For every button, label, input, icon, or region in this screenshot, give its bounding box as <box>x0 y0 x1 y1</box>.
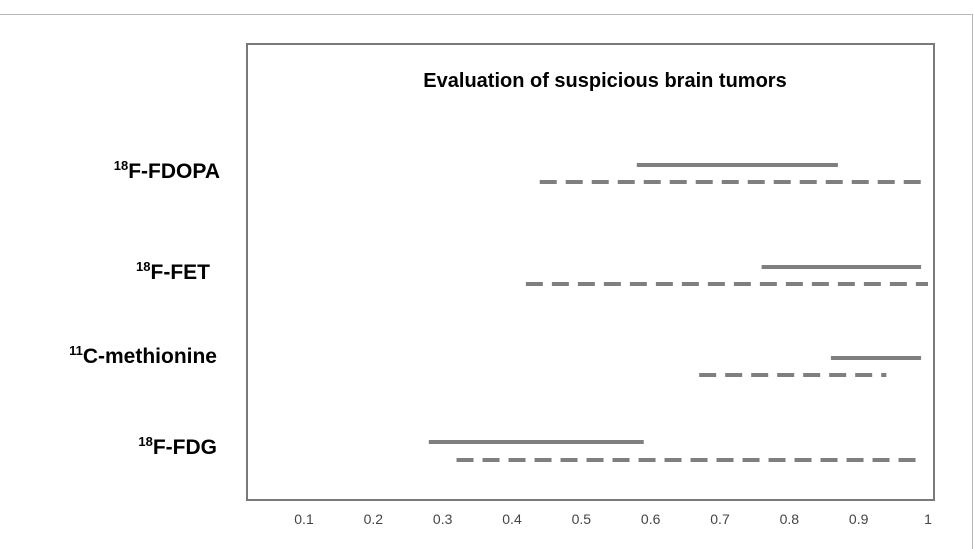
x-tick-label: 0.1 <box>294 511 314 527</box>
category-label-fdopa: 18F-FDOPA <box>114 158 220 183</box>
category-sup: 18 <box>138 434 152 449</box>
category-name: F-FDOPA <box>128 160 220 183</box>
x-tick-label: 0.6 <box>641 511 661 527</box>
x-tick-label: 0.3 <box>433 511 453 527</box>
category-name: F-FDG <box>153 436 217 459</box>
x-axis-ticks: 0.1 0.2 0.3 0.4 0.5 0.6 0.7 0.8 0.9 1 <box>294 511 932 527</box>
category-sup: 11 <box>69 343 83 358</box>
category-name: C-methionine <box>83 345 217 368</box>
x-tick-label: 0.9 <box>849 511 869 527</box>
chart-title: Evaluation of suspicious brain tumors <box>423 70 786 92</box>
range-lines <box>428 163 928 462</box>
x-tick-label: 1 <box>924 511 932 527</box>
category-label-fet: 18F-FET <box>136 259 210 284</box>
category-labels: 18F-FDOPA 18F-FET 11C-methionine 18F-FDG <box>69 158 220 459</box>
x-tick-label: 0.8 <box>780 511 800 527</box>
x-tick-label: 0.7 <box>710 511 730 527</box>
category-sup: 18 <box>114 158 128 173</box>
category-name: F-FET <box>151 261 211 284</box>
plot-area <box>246 43 935 501</box>
category-label-fdg: 18F-FDG <box>138 434 217 459</box>
category-label-methionine: 11C-methionine <box>69 343 217 368</box>
x-tick-label: 0.2 <box>364 511 384 527</box>
category-sup: 18 <box>136 259 150 274</box>
figure-frame <box>0 14 973 549</box>
x-tick-label: 0.4 <box>502 511 522 527</box>
x-tick-label: 0.5 <box>572 511 592 527</box>
